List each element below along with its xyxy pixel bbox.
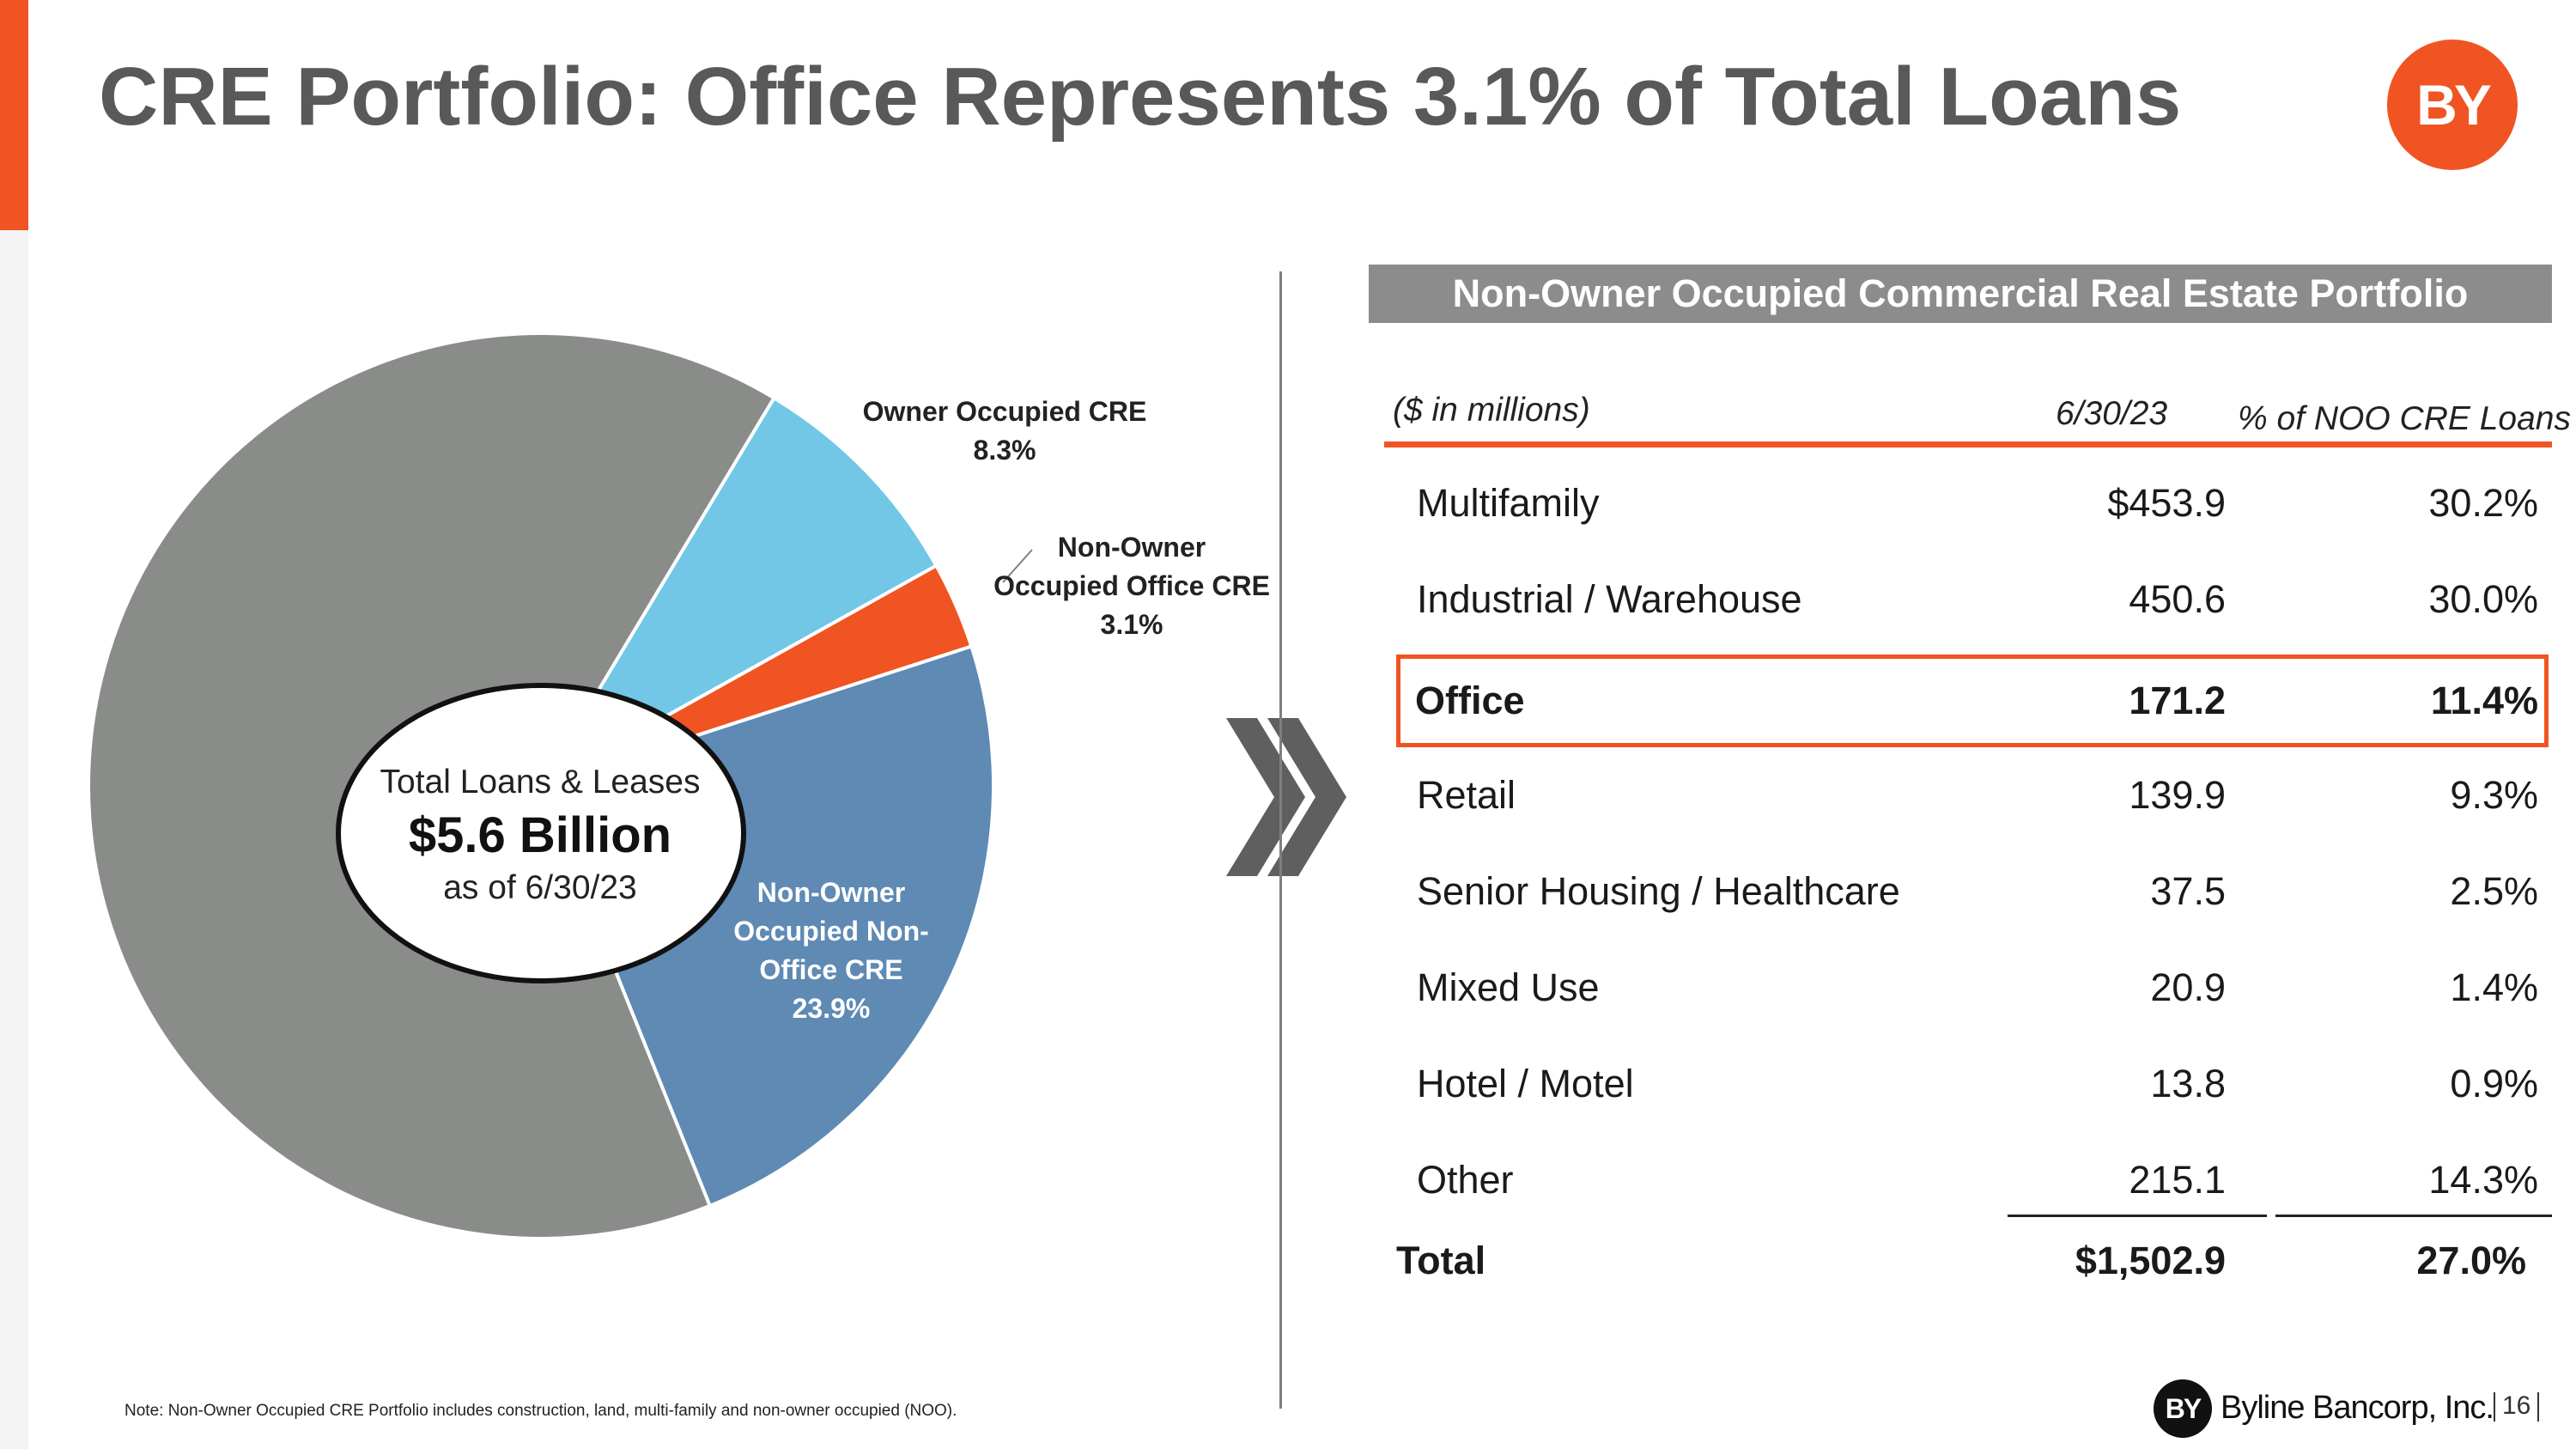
value-total-rule (2008, 1215, 2267, 1217)
page-number: 16 (2487, 1391, 2546, 1422)
owner-occupied-pct: 8.3% (974, 435, 1036, 466)
row-pct: 2.5% (2450, 869, 2538, 913)
row-category: Industrial / Warehouse (1417, 577, 1802, 621)
row-value: 37.5 (2150, 869, 2226, 913)
noo-nonoffice-label-3: Office CRE (759, 954, 902, 985)
row-value: 171.2 (2129, 679, 2226, 722)
footer-brand-name: Byline Bancorp, Inc. (2221, 1390, 2494, 1426)
row-value: 20.9 (2150, 965, 2226, 1009)
row-value: $453.9 (2107, 481, 2226, 525)
row-category: Other (1417, 1158, 1514, 1202)
footer-logo-icon: BY (2154, 1379, 2212, 1438)
pie-slice-owner-occupied-cre (536, 395, 939, 791)
page-number-value: 16 (2502, 1391, 2531, 1420)
office-leader-line (1002, 549, 1033, 583)
total-label: Total (1396, 1239, 1486, 1282)
table-row: Industrial / Warehouse 450.6 30.0% (1396, 551, 2552, 648)
table-row-office: Office 171.2 11.4% (1396, 654, 2552, 747)
row-value: 139.9 (2129, 773, 2226, 817)
table-total-row: Total $1,502.9 27.0% (1396, 1213, 2552, 1309)
noo-nonoffice-pct: 23.9% (793, 993, 871, 1024)
row-category: Mixed Use (1417, 965, 1600, 1009)
center-date: as of 6/30/23 (443, 868, 637, 906)
row-pct: 30.2% (2428, 481, 2538, 525)
noo-nonoffice-label-2: Occupied Non- (733, 916, 929, 947)
table-row: Senior Housing / Healthcare 37.5 2.5% (1396, 843, 2552, 940)
row-category: Multifamily (1417, 481, 1600, 525)
noo-office-label-2: Occupied Office CRE (993, 570, 1270, 601)
center-label: Total Loans & Leases (380, 763, 701, 801)
slide-title: CRE Portfolio: Office Represents 3.1% of… (99, 51, 2182, 143)
table-row: Other 215.1 14.3% (1396, 1132, 2552, 1228)
row-pct: 0.9% (2450, 1062, 2538, 1105)
noo-office-label-1: Non-Owner (1058, 532, 1206, 563)
chevron-right-icon (1226, 718, 1346, 876)
table-row: Multifamily $453.9 30.2% (1396, 455, 2552, 551)
owner-occupied-label: Owner Occupied CRE (863, 396, 1147, 427)
row-category: Senior Housing / Healthcare (1417, 869, 1900, 913)
row-pct: 30.0% (2428, 577, 2538, 621)
office-highlight-box (1396, 654, 2549, 747)
byline-logo: BY (2387, 40, 2518, 170)
total-value: $1,502.9 (2075, 1239, 2226, 1282)
date-column-header: 6/30/23 (2056, 395, 2168, 432)
table-row: Hotel / Motel 13.8 0.9% (1396, 1036, 2552, 1132)
header-rule (1384, 441, 2552, 447)
unit-label: ($ in millions) (1393, 392, 1590, 429)
noo-office-pct: 3.1% (1101, 609, 1163, 640)
vertical-divider (1279, 271, 1282, 1409)
noo-nonoffice-label-1: Non-Owner (757, 877, 905, 908)
total-pct: 27.0% (2416, 1239, 2526, 1282)
row-pct: 9.3% (2450, 773, 2538, 817)
row-category: Office (1415, 679, 1525, 722)
left-margin-strip (0, 230, 28, 1449)
row-value: 450.6 (2129, 577, 2226, 621)
row-pct: 14.3% (2428, 1158, 2538, 1202)
table-title: Non-Owner Occupied Commercial Real Estat… (1369, 265, 2552, 323)
accent-bar (0, 0, 28, 230)
row-category: Hotel / Motel (1417, 1062, 1634, 1105)
table-row: Retail 139.9 9.3% (1396, 747, 2552, 843)
row-category: Retail (1417, 773, 1516, 817)
center-ellipse (336, 683, 746, 983)
footnote: Note: Non-Owner Occupied CRE Portfolio i… (125, 1402, 957, 1420)
pct-total-rule (2275, 1215, 2552, 1217)
row-pct: 1.4% (2450, 965, 2538, 1009)
table-row: Mixed Use 20.9 1.4% (1396, 940, 2552, 1036)
pct-column-header: % of NOO CRE Loans (2238, 400, 2571, 437)
pie-center-summary: Total Loans & Leases $5.6 Billion as of … (338, 697, 742, 972)
row-value: 215.1 (2129, 1158, 2226, 1202)
row-pct: 11.4% (2430, 679, 2538, 722)
row-value: 13.8 (2150, 1062, 2226, 1105)
center-total: $5.6 Billion (408, 807, 672, 863)
